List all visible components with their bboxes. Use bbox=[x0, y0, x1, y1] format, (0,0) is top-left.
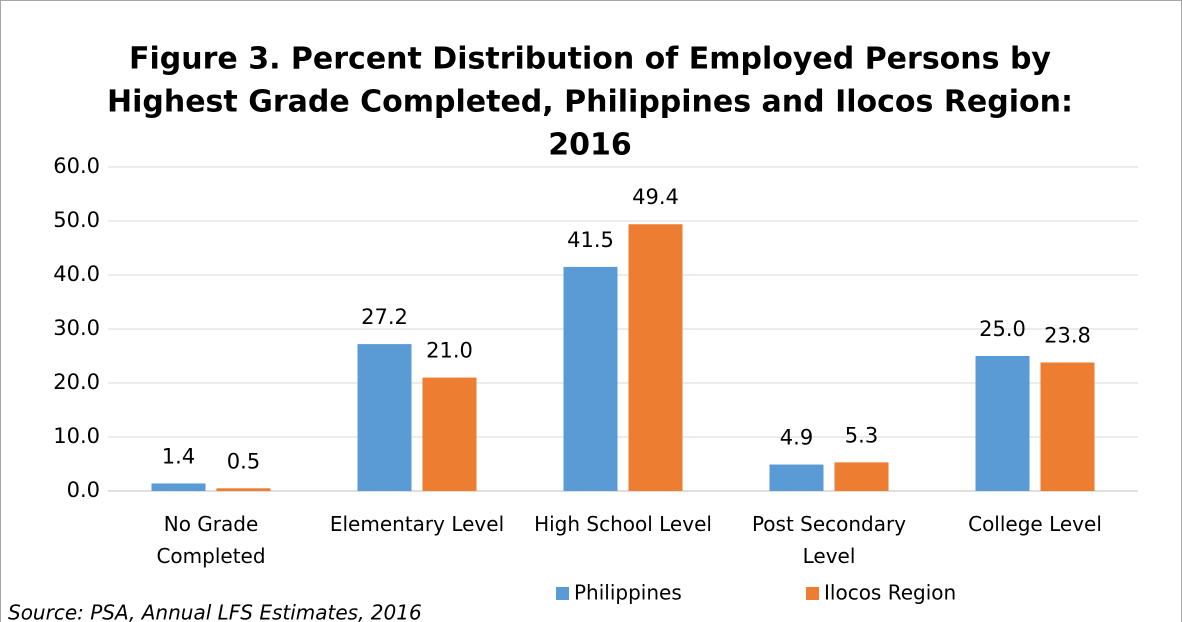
y-tick-label: 40.0 bbox=[53, 262, 100, 286]
legend-swatch bbox=[806, 587, 819, 600]
data-label: 0.5 bbox=[227, 449, 260, 473]
x-tick-label: No Grade Completed bbox=[156, 512, 265, 568]
x-tick-label: High School Level bbox=[534, 512, 712, 536]
data-label: 49.4 bbox=[632, 185, 679, 209]
data-label: 23.8 bbox=[1044, 323, 1091, 347]
bar bbox=[563, 266, 618, 491]
chart-title: Highest Grade Completed, Philippines and… bbox=[107, 85, 1073, 120]
x-tick-label: Post Secondary Level bbox=[752, 512, 906, 568]
legend-label: Philippines bbox=[574, 581, 682, 605]
x-tick-label: College Level bbox=[968, 512, 1102, 536]
data-label: 5.3 bbox=[845, 423, 878, 447]
chart-title: 2016 bbox=[548, 128, 632, 163]
bar bbox=[834, 462, 889, 491]
data-label: 21.0 bbox=[426, 339, 473, 363]
bar bbox=[357, 344, 412, 491]
data-label: 25.0 bbox=[979, 317, 1026, 341]
legend-swatch bbox=[556, 587, 569, 600]
bar bbox=[769, 464, 824, 491]
bar bbox=[216, 488, 271, 491]
y-tick-label: 10.0 bbox=[53, 424, 100, 448]
y-tick-label: 60.0 bbox=[53, 154, 100, 178]
bar bbox=[151, 483, 206, 491]
bar bbox=[422, 377, 477, 491]
data-label: 41.5 bbox=[567, 228, 614, 252]
data-label: 1.4 bbox=[162, 444, 195, 468]
y-tick-label: 20.0 bbox=[53, 370, 100, 394]
bar bbox=[1040, 362, 1095, 491]
data-label: 4.9 bbox=[780, 426, 813, 450]
y-tick-label: 30.0 bbox=[53, 316, 100, 340]
legend-label: Ilocos Region bbox=[824, 581, 956, 605]
y-tick-label: 50.0 bbox=[53, 208, 100, 232]
x-tick-label: Elementary Level bbox=[330, 512, 504, 536]
source-note: Source: PSA, Annual LFS Estimates, 2016 bbox=[8, 601, 422, 622]
data-label: 27.2 bbox=[361, 305, 408, 329]
bar bbox=[975, 356, 1030, 491]
chart-title: Figure 3. Percent Distribution of Employ… bbox=[129, 42, 1051, 77]
y-tick-label: 0.0 bbox=[67, 478, 100, 502]
bar bbox=[628, 224, 683, 492]
